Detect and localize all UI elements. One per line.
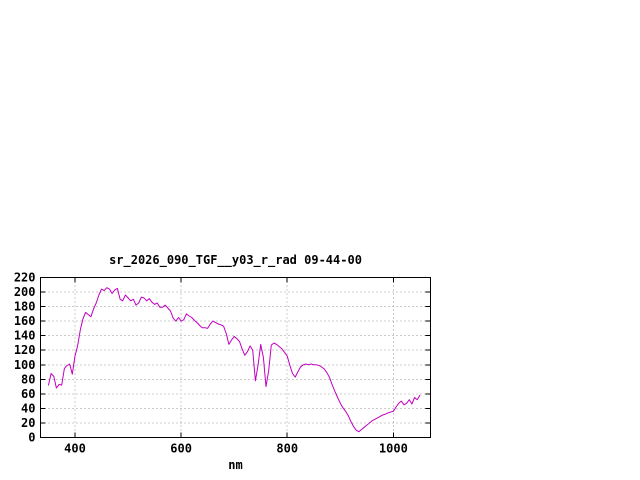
x-tick-label: 400 [64,442,86,456]
x-axis-title: nm [228,458,242,472]
y-tick-label: 220 [14,271,36,285]
y-tick-label: 140 [14,329,36,343]
y-tick-label: 0 [28,431,35,445]
y-tick-label: 180 [14,300,36,314]
y-tick-label: 80 [21,372,35,386]
plot-border [40,277,431,438]
chart-title: sr_2026_090_TGF__y03_r_rad 09-44-00 [109,253,362,268]
y-tick-label: 160 [14,314,36,328]
x-tick-label: 1000 [379,442,408,456]
x-tick-label: 600 [170,442,192,456]
y-tick-label: 60 [21,387,35,401]
series-line [48,287,421,433]
y-tick-label: 100 [14,358,36,372]
x-tick-label: 800 [276,442,298,456]
y-tick-label: 40 [21,401,35,415]
y-tick-label: 20 [21,416,35,430]
y-tick-label: 200 [14,285,36,299]
y-tick-label: 120 [14,343,36,357]
grid-layer [40,277,431,438]
tick-layer [40,277,431,438]
